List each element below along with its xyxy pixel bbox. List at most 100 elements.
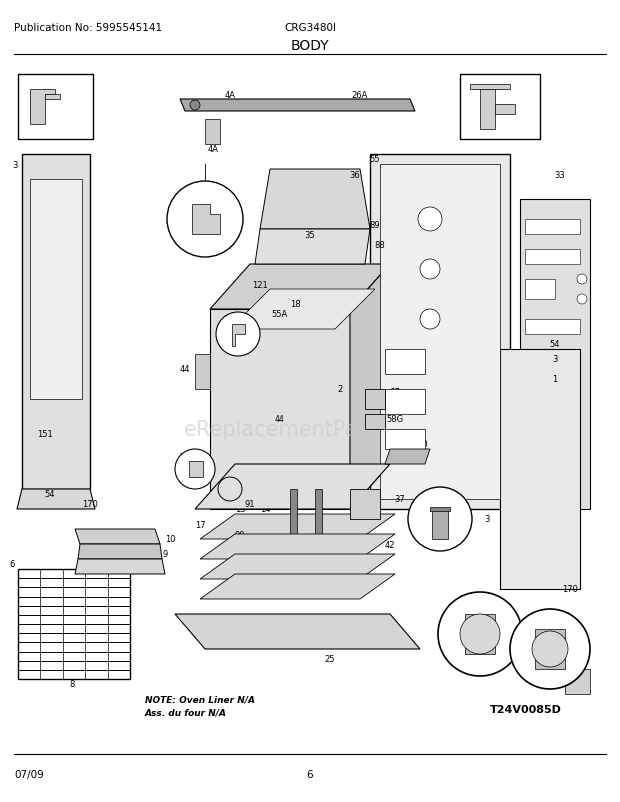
Text: 37: 37	[394, 495, 405, 504]
Text: 36: 36	[350, 170, 360, 180]
Polygon shape	[520, 200, 590, 509]
Polygon shape	[350, 489, 380, 520]
Text: 58G: 58G	[286, 569, 304, 579]
Text: 88: 88	[374, 241, 386, 249]
Text: 5: 5	[564, 612, 570, 621]
Text: eReplacementParts.com: eReplacementParts.com	[184, 419, 436, 439]
Text: 90: 90	[235, 530, 246, 539]
Circle shape	[218, 477, 242, 501]
Circle shape	[420, 260, 440, 280]
Bar	[525, 220, 580, 235]
Polygon shape	[565, 669, 590, 695]
Polygon shape	[315, 489, 322, 539]
Polygon shape	[365, 390, 385, 410]
Text: 14: 14	[260, 505, 270, 514]
Polygon shape	[495, 105, 515, 115]
Circle shape	[510, 610, 590, 689]
Text: 170: 170	[562, 585, 578, 593]
Text: 07/09: 07/09	[14, 769, 44, 779]
Polygon shape	[78, 545, 162, 559]
Text: 17: 17	[195, 520, 205, 529]
Text: 89: 89	[370, 221, 380, 229]
Polygon shape	[180, 100, 415, 111]
Text: BODY: BODY	[291, 39, 329, 53]
Text: 29: 29	[180, 453, 190, 462]
Circle shape	[532, 631, 568, 667]
Bar	[460, 75, 540, 140]
Text: 10: 10	[165, 535, 175, 544]
Text: 86: 86	[322, 495, 334, 504]
Text: 40: 40	[190, 195, 200, 205]
Polygon shape	[22, 155, 90, 489]
Polygon shape	[255, 229, 370, 265]
Text: 170: 170	[82, 500, 98, 508]
Polygon shape	[380, 164, 500, 500]
Polygon shape	[210, 310, 350, 509]
Text: 67: 67	[389, 388, 401, 397]
Polygon shape	[350, 265, 390, 509]
Polygon shape	[232, 325, 245, 346]
Polygon shape	[30, 180, 82, 399]
Polygon shape	[210, 265, 390, 310]
Polygon shape	[200, 574, 395, 599]
Text: 42: 42	[385, 540, 396, 549]
Text: NOTE: Oven Liner N/A: NOTE: Oven Liner N/A	[145, 695, 255, 703]
Text: 55A: 55A	[272, 310, 288, 319]
Circle shape	[190, 101, 200, 111]
Bar	[525, 320, 580, 334]
Circle shape	[438, 592, 522, 676]
Text: 121: 121	[252, 280, 268, 290]
Text: 151: 151	[37, 430, 53, 439]
Polygon shape	[200, 514, 395, 539]
Bar	[18, 75, 93, 140]
Text: 2: 2	[337, 385, 343, 394]
Text: Publication No: 5995545141: Publication No: 5995545141	[14, 23, 162, 33]
Text: 3: 3	[484, 515, 490, 524]
Polygon shape	[175, 614, 420, 649]
Circle shape	[175, 449, 215, 489]
Text: 25: 25	[325, 654, 335, 664]
Polygon shape	[200, 554, 395, 579]
Text: 44: 44	[275, 415, 285, 424]
Text: 15: 15	[235, 505, 246, 514]
Text: 3: 3	[12, 160, 18, 169]
Polygon shape	[192, 205, 220, 235]
Text: 43: 43	[435, 495, 445, 504]
Circle shape	[408, 488, 472, 551]
Text: 8: 8	[295, 495, 301, 504]
Polygon shape	[365, 415, 385, 429]
Polygon shape	[260, 170, 370, 229]
Polygon shape	[195, 464, 390, 509]
Polygon shape	[75, 559, 165, 574]
Polygon shape	[230, 290, 375, 330]
Text: 44: 44	[180, 365, 190, 374]
Polygon shape	[75, 529, 160, 545]
Text: 32: 32	[294, 550, 305, 559]
Text: 5A: 5A	[459, 595, 471, 604]
Text: 8: 8	[69, 679, 74, 689]
Polygon shape	[480, 90, 495, 130]
Circle shape	[420, 310, 440, 330]
Text: Ass. du four N/A: Ass. du four N/A	[145, 707, 227, 717]
Text: 55: 55	[370, 156, 380, 164]
Circle shape	[216, 313, 260, 357]
Polygon shape	[205, 119, 220, 145]
Polygon shape	[385, 449, 430, 464]
Text: 4A: 4A	[224, 91, 236, 99]
Polygon shape	[30, 90, 55, 125]
Text: 54: 54	[550, 340, 560, 349]
Text: 26A: 26A	[352, 91, 368, 99]
Text: 120: 120	[412, 440, 428, 449]
Text: 54: 54	[45, 490, 55, 499]
Text: 35: 35	[304, 230, 316, 239]
Text: 9: 9	[162, 550, 167, 559]
Polygon shape	[189, 461, 203, 477]
Text: 12: 12	[223, 315, 233, 324]
Text: 6: 6	[307, 769, 313, 779]
Text: 16: 16	[229, 520, 241, 529]
Text: 58G: 58G	[386, 415, 404, 424]
Polygon shape	[17, 489, 95, 509]
Circle shape	[167, 182, 243, 257]
Text: 21: 21	[22, 75, 32, 84]
Polygon shape	[200, 534, 395, 559]
